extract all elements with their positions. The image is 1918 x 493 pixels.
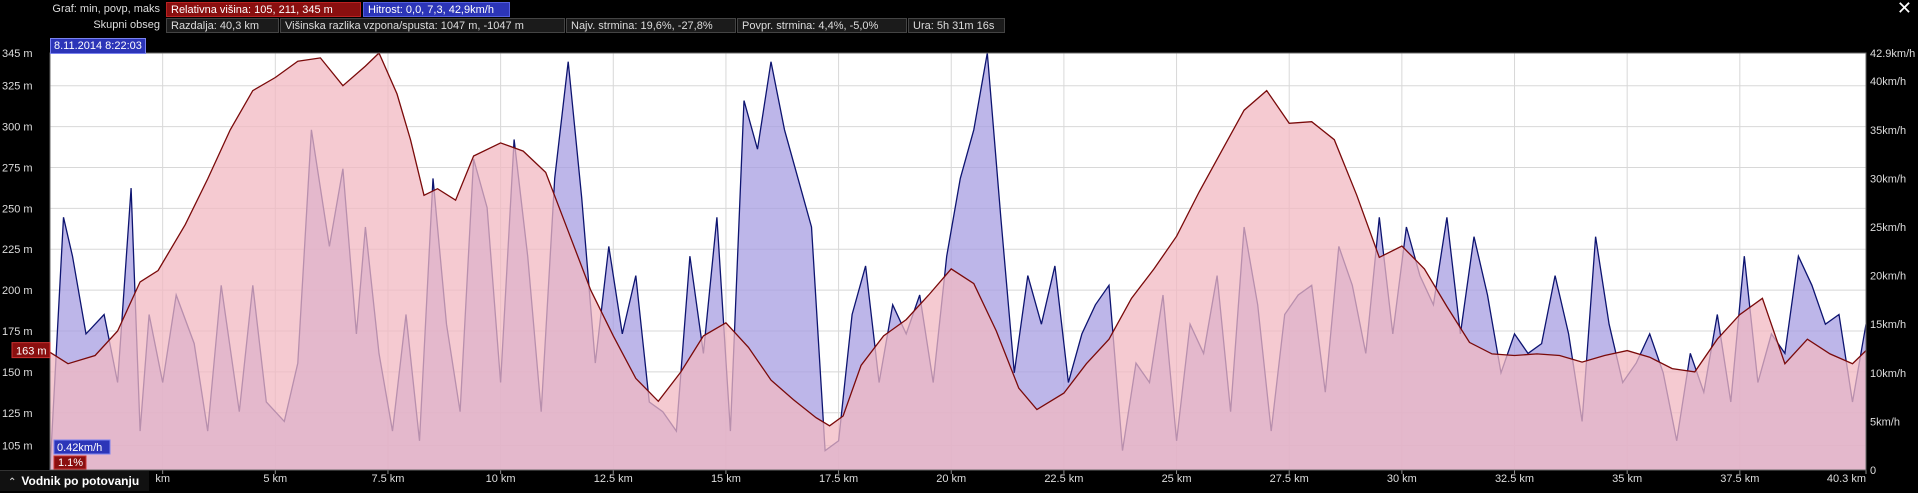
cursor-speed-badge [53, 439, 111, 455]
y-right-tick-label: 15km/h [1870, 319, 1906, 331]
cursor-grade-badge [53, 455, 87, 470]
axes: km 5 km 7.5 km 10 km 12.5 km 15 km 17.5 km 20 k… [2, 48, 1915, 485]
x-tick-label: 12.5 km [594, 473, 633, 485]
x-tick-label: 30 km [1387, 473, 1417, 485]
y-left-tick-label: 345 m [2, 48, 33, 60]
x-tick-label: 32.5 km [1495, 473, 1534, 485]
speed-stat-badge[interactable]: Hitrost: 0,0, 7,3, 42,9km/h [363, 2, 510, 17]
x-tick-label: 37.5 km [1720, 473, 1759, 485]
x-tick-label: 5 km [263, 473, 287, 485]
y-left-tick-label: 105 m [2, 440, 33, 452]
total-label: Skupni obseg [93, 19, 160, 31]
graph-label: Graf: min, povp, maks [52, 3, 160, 15]
y-right-tick-label: 35km/h [1870, 125, 1906, 137]
y-right-tick-label: 20km/h [1870, 271, 1906, 283]
x-tick-label: 22.5 km [1044, 473, 1083, 485]
y-right-tick-label: 42.9km/h [1870, 48, 1915, 60]
date-badge: 8.11.2014 8:22:03 [50, 38, 146, 54]
chevron-up-icon: ⌃ [8, 477, 17, 488]
y-left-tick-label: 250 m [2, 203, 33, 215]
time-stat: Ura: 5h 31m 16s [908, 18, 1005, 33]
y-left-tick-label: 150 m [2, 367, 33, 379]
x-tick-label: 40.3 km [1827, 473, 1866, 485]
y-left-tick-label: 325 m [2, 81, 33, 93]
y-left-tick-label: 300 m [2, 122, 33, 134]
max-grade-stat: Najv. strmina: 19,6%, -27,8% [566, 18, 736, 33]
elevation-series [49, 51, 1867, 470]
x-tick-label: 20 km [936, 473, 966, 485]
plot-border [49, 52, 1867, 471]
elevation-line [49, 51, 1867, 427]
x-tick-label: 25 km [1162, 473, 1192, 485]
x-tick-label: 17.5 km [819, 473, 858, 485]
y-left-tick-label: 125 m [2, 408, 33, 420]
y-right-tick-label: 25km/h [1870, 222, 1906, 234]
elevation-diff-stat: Višinska razlika vzpona/spusta: 1047 m, … [280, 18, 565, 33]
travel-guide-label: Vodnik po potovanju [21, 474, 140, 488]
x-tick-label: 15 km [711, 473, 741, 485]
x-tick-label: 7.5 km [371, 473, 404, 485]
height-stat-badge[interactable]: Relativna višina: 105, 211, 345 m [166, 2, 361, 17]
travel-guide-toggle[interactable]: ⌃ Vodnik po potovanju [0, 470, 150, 491]
y-left-tick-label: 200 m [2, 285, 33, 297]
y-right-tick-label: 10km/h [1870, 368, 1906, 380]
cursor-elevation-label: 163 m [16, 346, 47, 358]
cursor-grade-label: 1.1% [58, 457, 83, 469]
x-tick-label: 10 km [486, 473, 516, 485]
y-right-tick-label: 0 [1870, 465, 1876, 477]
y-left-tick-label: 175 m [2, 326, 33, 338]
distance-stat: Razdalja: 40,3 km [166, 18, 279, 33]
x-tick-label: 35 km [1612, 473, 1642, 485]
cursor-elevation-badge [11, 342, 51, 359]
cursor-speed-label: 0.42km/h [57, 442, 102, 454]
y-left-tick-label: 225 m [2, 244, 33, 256]
y-right-tick-label: 5km/h [1870, 416, 1900, 428]
avg-grade-stat: Povpr. strmina: 4,4%, -5,0% [737, 18, 907, 33]
y-right-tick-label: 40km/h [1870, 76, 1906, 88]
x-tick-label: km [155, 473, 170, 485]
elevation-area [50, 53, 1866, 470]
y-right-tick-label: 30km/h [1870, 173, 1906, 185]
close-icon[interactable]: ✕ [1896, 0, 1912, 18]
y-left-tick-label: 275 m [2, 162, 33, 174]
x-tick-label: 27.5 km [1270, 473, 1309, 485]
